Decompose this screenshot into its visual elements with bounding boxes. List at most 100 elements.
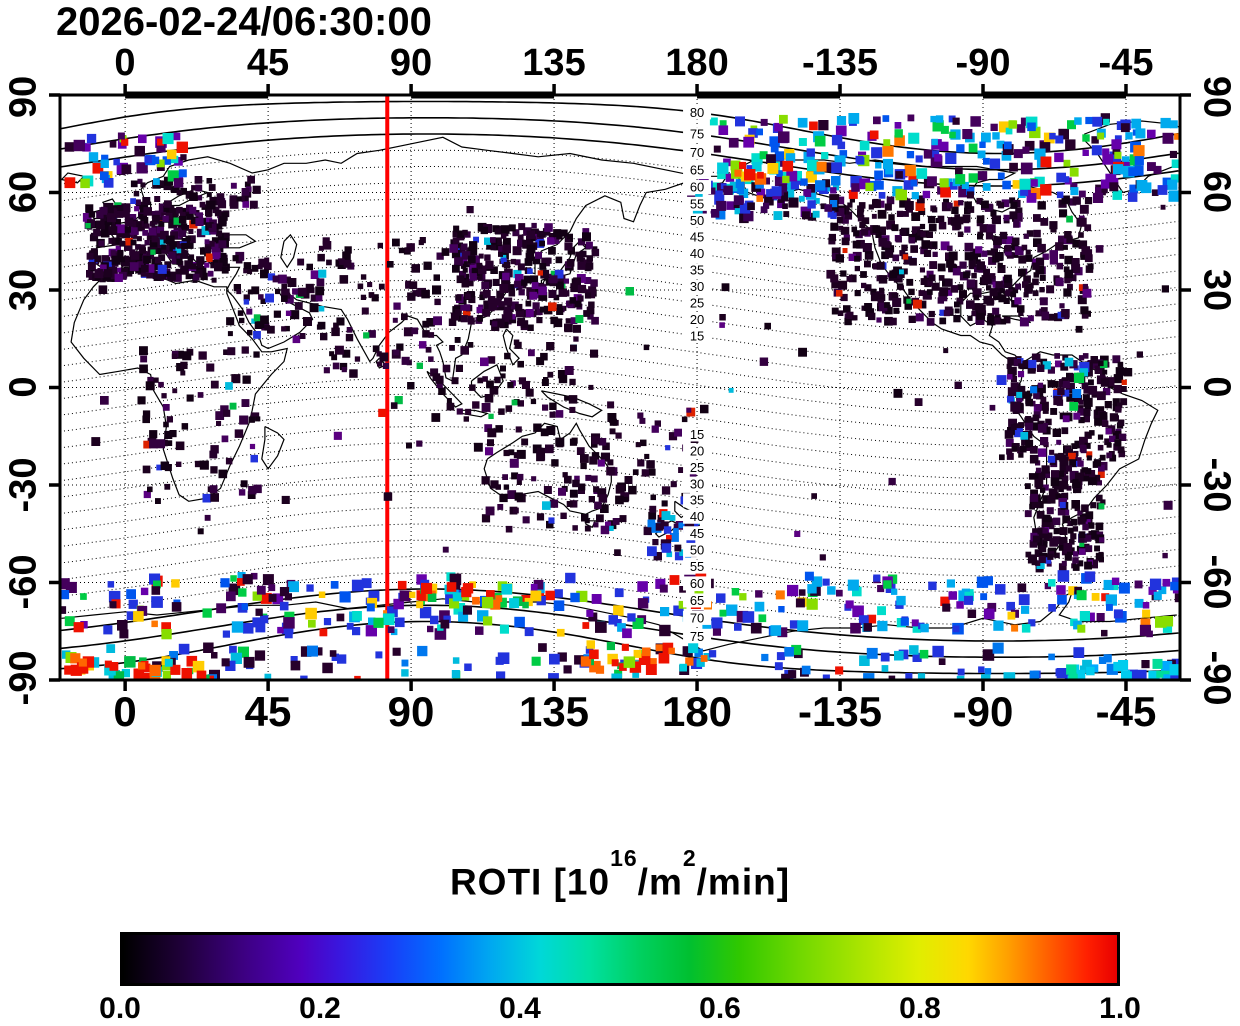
roti-point [252,591,262,601]
roti-point [502,244,511,254]
roti-point [1039,539,1048,548]
coastline [540,390,603,418]
roti-point [88,152,99,162]
roti-point [1007,395,1014,403]
roti-point [1018,310,1024,316]
roti-point [1003,316,1011,324]
roti-point [431,413,441,422]
roti-point [442,546,449,553]
roti-point [377,242,383,249]
roti-point [840,270,847,277]
roti-point [539,240,545,247]
roti-point [392,317,398,323]
roti-point [147,246,153,252]
roti-point [1103,579,1114,590]
roti-point [755,590,763,598]
roti-point [617,623,626,632]
roti-point [143,255,151,264]
roti-point [1083,387,1091,394]
roti-point [219,212,228,221]
roti-point [913,299,922,309]
roti-point [522,239,532,249]
roti-point [483,300,492,309]
roti-point [1106,442,1112,448]
roti-point [950,217,959,226]
roti-point [76,662,89,674]
roti-point [756,195,763,202]
roti-point [1098,464,1105,472]
roti-point [901,244,908,251]
roti-point [1114,151,1122,159]
roti-point [1058,544,1066,551]
roti-point [830,187,837,194]
roti-point [1089,430,1095,436]
roti-point [1019,445,1027,453]
roti-point [135,257,142,263]
roti-point [399,590,411,602]
roti-point [1039,401,1049,411]
roti-point [1084,431,1092,439]
roti-point [1012,237,1020,245]
roti-point [103,178,114,188]
roti-point [945,152,957,164]
roti-point [668,432,678,441]
roti-point [344,246,352,254]
roti-point [932,207,938,213]
roti-point [242,623,254,634]
roti-point [830,274,839,283]
roti-point [908,237,916,244]
roti-point [78,658,87,667]
roti-point [996,140,1005,149]
roti-point [460,273,469,283]
roti-point [504,352,511,360]
roti-point [782,160,794,172]
roti-point [179,250,189,259]
roti-point [1102,369,1108,375]
roti-point [1035,257,1045,266]
roti-point [1065,465,1072,472]
colorbar-tick-1: 0.2 [299,992,341,1025]
roti-point [881,665,889,672]
roti-point [891,224,899,232]
roti-point [487,296,496,304]
roti-point [899,269,904,275]
roti-point [1058,128,1069,140]
roti-point [426,318,435,327]
roti-point [814,198,820,204]
roti-point [155,439,165,449]
roti-point [835,666,844,675]
roti-point [894,650,904,661]
roti-point [1102,154,1113,165]
roti-point [1078,531,1086,538]
roti-point [613,605,624,616]
roti-point [540,306,546,313]
roti-point [168,219,177,229]
roti-point [1106,663,1118,675]
roti-point [1032,414,1040,422]
contour-label-bg [683,312,712,327]
roti-point [542,501,551,510]
roti-point [954,308,960,314]
roti-point [578,487,585,494]
roti-point [1073,412,1081,420]
roti-point [181,423,189,430]
roti-point [1055,493,1062,500]
roti-point [940,241,950,251]
roti-point [119,240,126,247]
roti-point [1018,594,1030,605]
roti-point [227,331,233,337]
roti-point [180,361,188,369]
roti-point [904,164,916,177]
roti-point [1052,390,1062,399]
roti-point [1050,226,1057,233]
roti-point [896,210,904,217]
roti-point [964,595,974,605]
roti-point [966,279,975,288]
roti-point [782,203,788,209]
roti-point [1033,229,1041,238]
roti-point [480,357,489,367]
roti-point [1021,624,1031,633]
roti-point [168,252,176,259]
roti-point [1008,418,1017,428]
roti-point [117,249,124,257]
